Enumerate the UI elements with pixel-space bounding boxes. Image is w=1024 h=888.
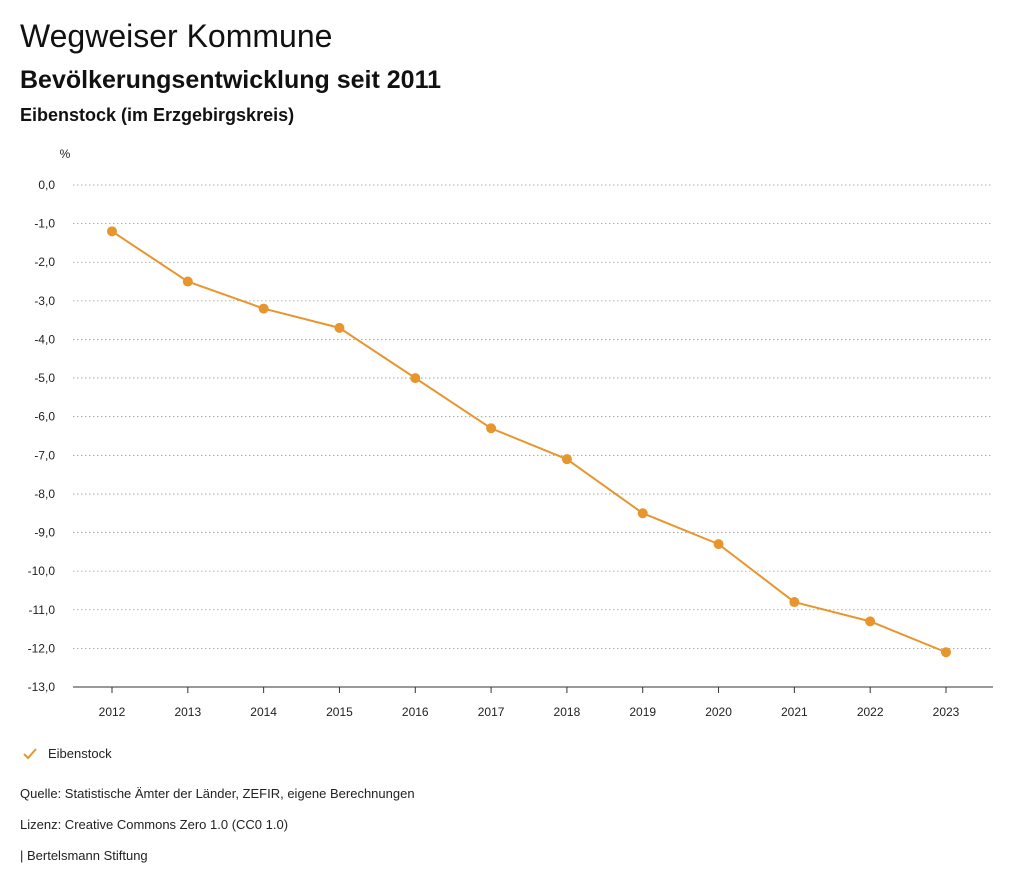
publisher-note: | Bertelsmann Stiftung (20, 848, 148, 863)
data-point (941, 647, 951, 658)
x-tick-label: 2022 (857, 705, 884, 719)
grid-lines (73, 184, 993, 688)
data-point (486, 423, 497, 434)
y-tick-label: -11,0 (29, 603, 56, 617)
y-tick-label: -2,0 (34, 255, 55, 269)
data-point (334, 322, 345, 333)
check-icon (23, 747, 37, 759)
data-point (182, 276, 193, 287)
y-tick-label: -10,0 (28, 564, 56, 578)
y-tick-label: -8,0 (34, 487, 55, 501)
y-tick-label: -6,0 (34, 410, 55, 424)
x-tick-label: 2013 (174, 705, 201, 719)
data-point (713, 539, 724, 550)
data-point (107, 226, 117, 237)
x-tick-label: 2015 (326, 705, 353, 719)
x-tick-label: 2018 (554, 705, 581, 719)
source-note: Quelle: Statistische Ämter der Länder, Z… (20, 786, 415, 801)
page-title: Wegweiser Kommune (20, 18, 333, 54)
series-line-eibenstock (111, 230, 947, 654)
data-point (410, 373, 421, 384)
x-tick-label: 2012 (99, 705, 126, 719)
y-tick-label: -1,0 (34, 217, 55, 231)
x-tick-label: 2016 (402, 705, 429, 719)
y-axis-unit-label: % (60, 147, 71, 161)
y-tick-label: -7,0 (34, 448, 55, 462)
data-point (637, 508, 648, 519)
data-point (258, 303, 269, 314)
legend[interactable]: Eibenstock (22, 746, 112, 761)
y-tick-label: -5,0 (34, 371, 55, 385)
data-point (561, 454, 572, 465)
x-tick-label: 2021 (781, 705, 808, 719)
x-tick-label: 2023 (933, 705, 960, 719)
y-tick-label: -9,0 (34, 526, 55, 540)
x-tick-label: 2019 (629, 705, 656, 719)
data-point (789, 597, 800, 608)
license-note: Lizenz: Creative Commons Zero 1.0 (CC0 1… (20, 817, 289, 832)
x-tick-label: 2014 (250, 705, 277, 719)
y-tick-label: -12,0 (28, 641, 56, 655)
x-axis: 2012 2013 2014 2015 2016 2017 2018 2019 2020 2021… (99, 687, 960, 719)
y-tick-label: 0,0 (38, 178, 55, 192)
chart-subtitle: Bevölkerungsentwicklung seit 2011 (20, 66, 441, 94)
series-layer (107, 226, 951, 658)
x-tick-label: 2020 (705, 705, 732, 719)
y-tick-label: -13,0 (28, 680, 56, 694)
data-point (865, 616, 876, 627)
legend-label: Eibenstock (48, 746, 112, 761)
line-chart: % 0,0 -1,0 -2,0 -3,0 -4,0 -5,0 -6,0 -7,0 -8,0 -9,… (28, 147, 993, 719)
region-label: Eibenstock (im Erzgebirgskreis) (20, 105, 295, 125)
y-axis-ticks: 0,0 -1,0 -2,0 -3,0 -4,0 -5,0 -6,0 -7,0 -8,0 -9,0 -… (28, 178, 56, 694)
y-tick-label: -4,0 (34, 332, 55, 346)
x-tick-label: 2017 (478, 705, 505, 719)
y-tick-label: -3,0 (34, 294, 55, 308)
